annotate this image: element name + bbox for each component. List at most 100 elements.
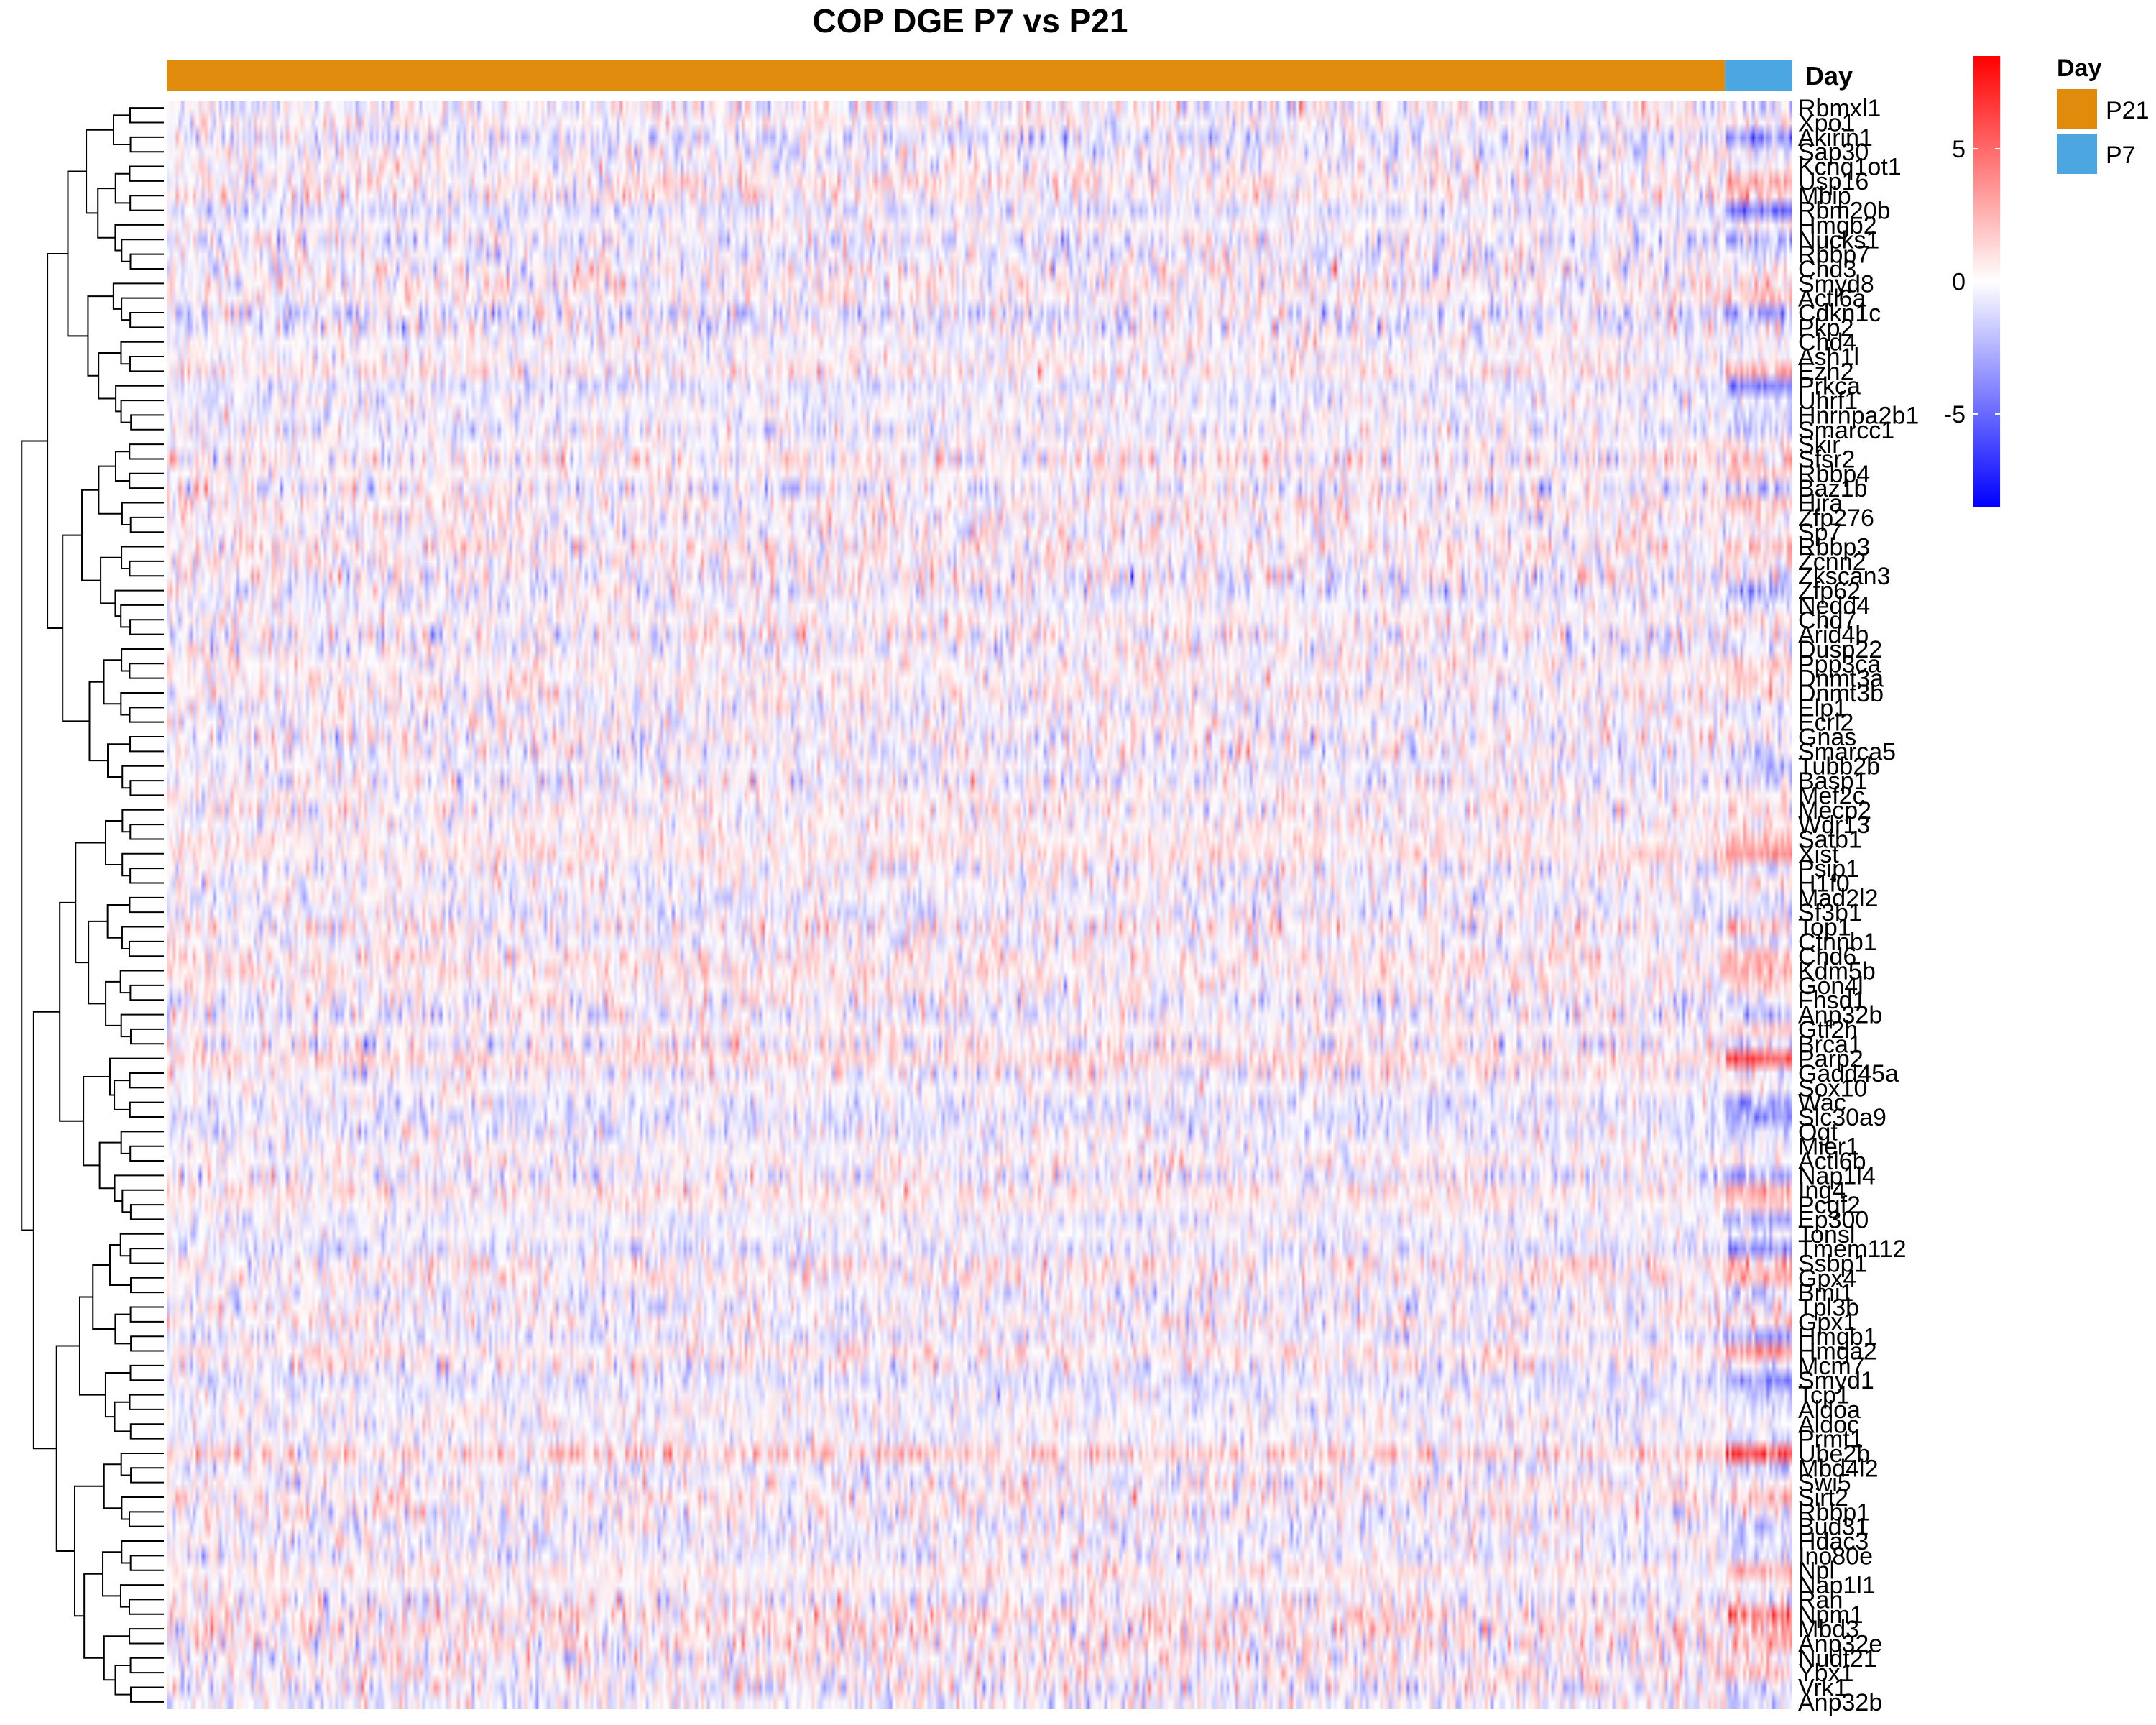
row-label: Kdm5b (1798, 958, 1876, 985)
row-label: Actl6a (1798, 285, 1866, 313)
row-label: Baz1b (1798, 475, 1867, 502)
row-label: Ppp3ca (1798, 650, 1881, 678)
row-label: Ube2b (1798, 1440, 1870, 1468)
row-label: Smyd1 (1798, 1367, 1874, 1394)
row-label: Tonsl (1798, 1221, 1855, 1248)
row-label: Rbbp7 (1798, 242, 1870, 269)
row-label: Prmt1 (1798, 1426, 1864, 1453)
row-label: Mad2l2 (1798, 885, 1879, 912)
row-label: Fhsd1 (1798, 987, 1866, 1014)
day-legend-swatch-p7 (2057, 134, 2097, 174)
dendrogram-branch (129, 984, 164, 1001)
row-label: Ing4 (1798, 1177, 1846, 1205)
row-label: Hira (1798, 490, 1843, 518)
dendrogram-branch (114, 1664, 132, 1696)
row-label: Anp32b (1798, 1689, 1882, 1716)
row-label: Nap1l1 (1798, 1572, 1876, 1599)
row-label: Ctnnb1 (1798, 929, 1877, 956)
heatmap-cells (167, 101, 1792, 1709)
dendrogram-branch (128, 940, 164, 957)
row-label: Zfp276 (1798, 505, 1874, 532)
row-label: Rbbp1 (1798, 1499, 1870, 1526)
dendrogram-branch (129, 195, 164, 211)
dendrogram-branch (129, 1248, 164, 1264)
row-label: Ran (1798, 1586, 1843, 1614)
dendrogram-branch (129, 868, 164, 884)
row-label: Dusp22 (1798, 636, 1882, 663)
row-dendrogram (21, 107, 164, 1703)
dendrogram-branch (121, 1540, 164, 1564)
row-label: Ybx1 (1798, 1660, 1854, 1687)
dendrogram-branch (120, 604, 164, 628)
dendrogram-branch (103, 1635, 130, 1681)
row-label: Tcp1 (1798, 1382, 1850, 1409)
day-annotation-bar (167, 60, 1792, 91)
dendrogram-branch (98, 1141, 121, 1190)
dendrogram-branch (121, 852, 164, 877)
dendrogram-branch (21, 440, 48, 1231)
row-label: Wdr13 (1798, 811, 1870, 839)
dendrogram-branch (129, 1306, 164, 1322)
day-annotation-p21 (167, 60, 1726, 91)
dendrogram-branch (103, 659, 122, 705)
row-label: Chd3 (1798, 256, 1856, 283)
dendrogram-branch (113, 114, 131, 146)
dendrogram-branch (129, 1555, 164, 1571)
row-label: Mef2c (1798, 782, 1865, 809)
dendrogram-branch (106, 904, 130, 939)
row-label: Nap1l4 (1798, 1162, 1876, 1190)
dendrogram-branch (119, 1584, 164, 1608)
dendrogram-branch (129, 896, 164, 914)
dendrogram-branch (129, 736, 164, 753)
row-label: Elp1 (1798, 694, 1847, 722)
dendrogram-branch (120, 1131, 164, 1154)
row-label: Ogt (1798, 1118, 1838, 1146)
dendrogram-branch (129, 1423, 164, 1440)
dendrogram-branch (130, 414, 164, 431)
row-label: Cdkn1c (1798, 300, 1881, 327)
dendrogram-branch (121, 648, 164, 672)
row-label: Mbd4l2 (1798, 1455, 1879, 1482)
color-scale-legend: 5 0 -5 (1944, 56, 2000, 507)
row-label: Xist (1798, 841, 1839, 868)
dendrogram-branch (129, 356, 164, 372)
row-label: Gtf2h (1798, 1016, 1858, 1044)
day-legend-label-p21: P21 (2106, 97, 2150, 124)
row-label: Mbip (1798, 183, 1851, 210)
chart-title: COP DGE P7 vs P21 (813, 2, 1128, 40)
row-label: Akirin1 (1798, 124, 1873, 152)
row-label: Psip1 (1798, 855, 1859, 883)
row-label: H1f0 (1798, 870, 1850, 897)
dendrogram-branch (100, 556, 122, 604)
dendrogram-branch (115, 385, 164, 413)
dendrogram-branch (114, 451, 130, 482)
row-label: Ecrl2 (1798, 709, 1853, 737)
dendrogram-branch (121, 809, 164, 833)
row-label: Chd4 (1798, 329, 1856, 356)
dendrogram-branch (129, 1394, 164, 1410)
dendrogram-branch (130, 1276, 164, 1294)
row-label: Hnrnpa2b1 (1798, 402, 1919, 429)
dendrogram-branch (120, 1013, 164, 1038)
row-label: Usp16 (1798, 168, 1869, 196)
row-label: Uhrf1 (1798, 387, 1858, 415)
dendrogram-branch (129, 824, 164, 840)
dendrogram-branch (87, 295, 114, 377)
dendrogram-branch (129, 1101, 164, 1118)
dendrogram-branch (86, 129, 114, 214)
row-label: Chd7 (1798, 607, 1856, 634)
dendrogram-branch (98, 465, 122, 515)
dendrogram-branch (102, 1551, 122, 1597)
dendrogram-branch (75, 842, 106, 964)
dendrogram-branch (109, 1057, 164, 1096)
row-label: Tpl3b (1798, 1294, 1859, 1322)
row-label: Mbd3 (1798, 1616, 1859, 1643)
dendrogram-branch (129, 253, 164, 270)
day-legend-swatch-p21 (2057, 89, 2097, 129)
dendrogram-branch (121, 546, 164, 570)
dendrogram-branch (109, 1244, 132, 1286)
dendrogram-branch (129, 663, 164, 679)
row-label: Slc30a9 (1798, 1104, 1886, 1131)
